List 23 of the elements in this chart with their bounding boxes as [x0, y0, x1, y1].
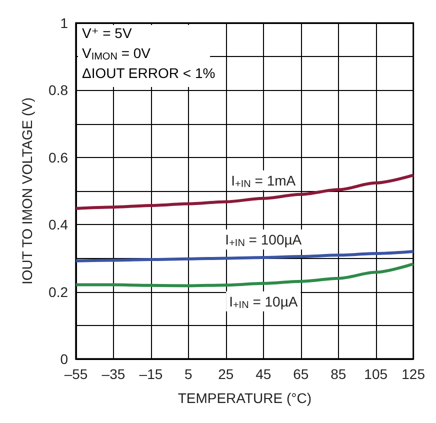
line-series [74, 262, 415, 288]
annotation: V⁺ = 5V [82, 25, 132, 41]
x-tick-label: 105 [364, 366, 388, 382]
x-tick-label: 85 [330, 366, 346, 382]
y-tick-label: 1 [60, 15, 68, 31]
annotation: ΔIOUT ERROR < 1% [82, 65, 216, 81]
x-tick-label: 5 [184, 366, 193, 382]
x-tick-label: –35 [102, 366, 126, 382]
y-tick-label: 0.8 [48, 82, 68, 98]
y-tick-label: 0.2 [48, 284, 68, 300]
x-axis-title: TEMPERATURE (°C) [178, 390, 312, 406]
line-series [74, 174, 415, 210]
y-tick-label: 0.6 [48, 149, 68, 166]
x-tick-label: 65 [293, 366, 309, 382]
x-tick-label: 25 [218, 366, 234, 382]
x-tick-label: 45 [256, 366, 272, 382]
y-tick-label: 0.4 [48, 216, 68, 233]
x-tick-label: –55 [64, 366, 88, 382]
y-axis-title: IOUT TO IMON VOLTAGE (V) [19, 98, 35, 284]
x-tick-label: –15 [139, 366, 163, 382]
x-tick-label: 125 [402, 366, 426, 382]
line-series [74, 250, 415, 262]
y-tick-label: 0 [60, 351, 68, 367]
